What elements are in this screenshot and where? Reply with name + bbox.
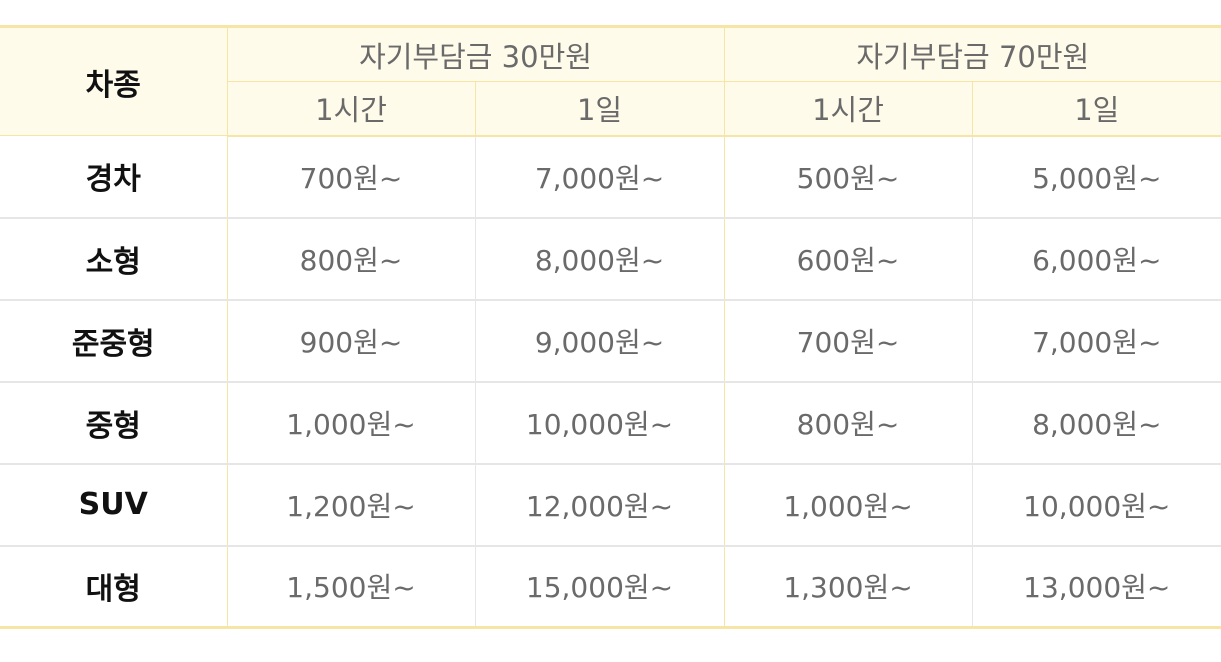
header-period-day: 1일 [474, 81, 725, 137]
header-period-hour: 1시간 [723, 81, 973, 137]
table-cell: 1,500원~ [227, 545, 476, 629]
header-period-hour: 1시간 [226, 81, 476, 137]
row-label: 준중형 [0, 299, 228, 383]
table-row: 경차 700원~ 7,000원~ 500원~ 5,000원~ [0, 135, 1221, 219]
header-vehicle-type: 차종 [0, 25, 228, 136]
table-body: 경차 700원~ 7,000원~ 500원~ 5,000원~ 소형 800원~ … [0, 135, 1221, 629]
table-row: SUV 1,200원~ 12,000원~ 1,000원~ 10,000원~ [0, 463, 1221, 547]
table-cell: 700원~ [724, 299, 973, 383]
table-cell: 12,000원~ [475, 463, 725, 547]
table-row: 대형 1,500원~ 15,000원~ 1,300원~ 13,000원~ [0, 545, 1221, 629]
header-group-deductible-70: 자기부담금 70만원 [723, 25, 1221, 82]
row-label: 소형 [0, 217, 228, 301]
table-cell: 10,000원~ [475, 381, 725, 465]
table-cell: 6,000원~ [972, 217, 1221, 301]
table-cell: 8,000원~ [475, 217, 725, 301]
rental-rate-table: 차종 자기부담금 30만원 자기부담금 70만원 1시간 1일 1시간 1일 경… [0, 25, 1221, 629]
table-cell: 1,200원~ [227, 463, 476, 547]
table-cell: 800원~ [227, 217, 476, 301]
table-cell: 8,000원~ [972, 381, 1221, 465]
table-cell: 9,000원~ [475, 299, 725, 383]
header-row-periods: 1시간 1일 1시간 1일 [0, 81, 1221, 137]
table-row: 준중형 900원~ 9,000원~ 700원~ 7,000원~ [0, 299, 1221, 383]
row-label: 중형 [0, 381, 228, 465]
table-cell: 500원~ [724, 135, 973, 219]
table-row: 중형 1,000원~ 10,000원~ 800원~ 8,000원~ [0, 381, 1221, 465]
row-label: 대형 [0, 545, 228, 629]
table-cell: 13,000원~ [972, 545, 1221, 629]
table-cell: 15,000원~ [475, 545, 725, 629]
header-row-groups: 차종 자기부담금 30만원 자기부담금 70만원 [0, 25, 1221, 136]
row-label: 경차 [0, 135, 228, 219]
table-header: 차종 자기부담금 30만원 자기부담금 70만원 1시간 1일 1시간 1일 [0, 25, 1221, 137]
rate-table-container: 차종 자기부담금 30만원 자기부담금 70만원 1시간 1일 1시간 1일 경… [0, 25, 1221, 629]
table-cell: 1,000원~ [724, 463, 973, 547]
table-cell: 1,000원~ [227, 381, 476, 465]
table-cell: 7,000원~ [475, 135, 725, 219]
table-cell: 7,000원~ [972, 299, 1221, 383]
table-cell: 900원~ [227, 299, 476, 383]
table-cell: 800원~ [724, 381, 973, 465]
table-cell: 10,000원~ [972, 463, 1221, 547]
header-group-deductible-30: 자기부담금 30만원 [226, 25, 725, 82]
table-cell: 600원~ [724, 217, 973, 301]
table-cell: 700원~ [227, 135, 476, 219]
table-row: 소형 800원~ 8,000원~ 600원~ 6,000원~ [0, 217, 1221, 301]
table-cell: 1,300원~ [724, 545, 973, 629]
table-cell: 5,000원~ [972, 135, 1221, 219]
row-label: SUV [0, 463, 228, 547]
header-period-day: 1일 [971, 81, 1221, 137]
